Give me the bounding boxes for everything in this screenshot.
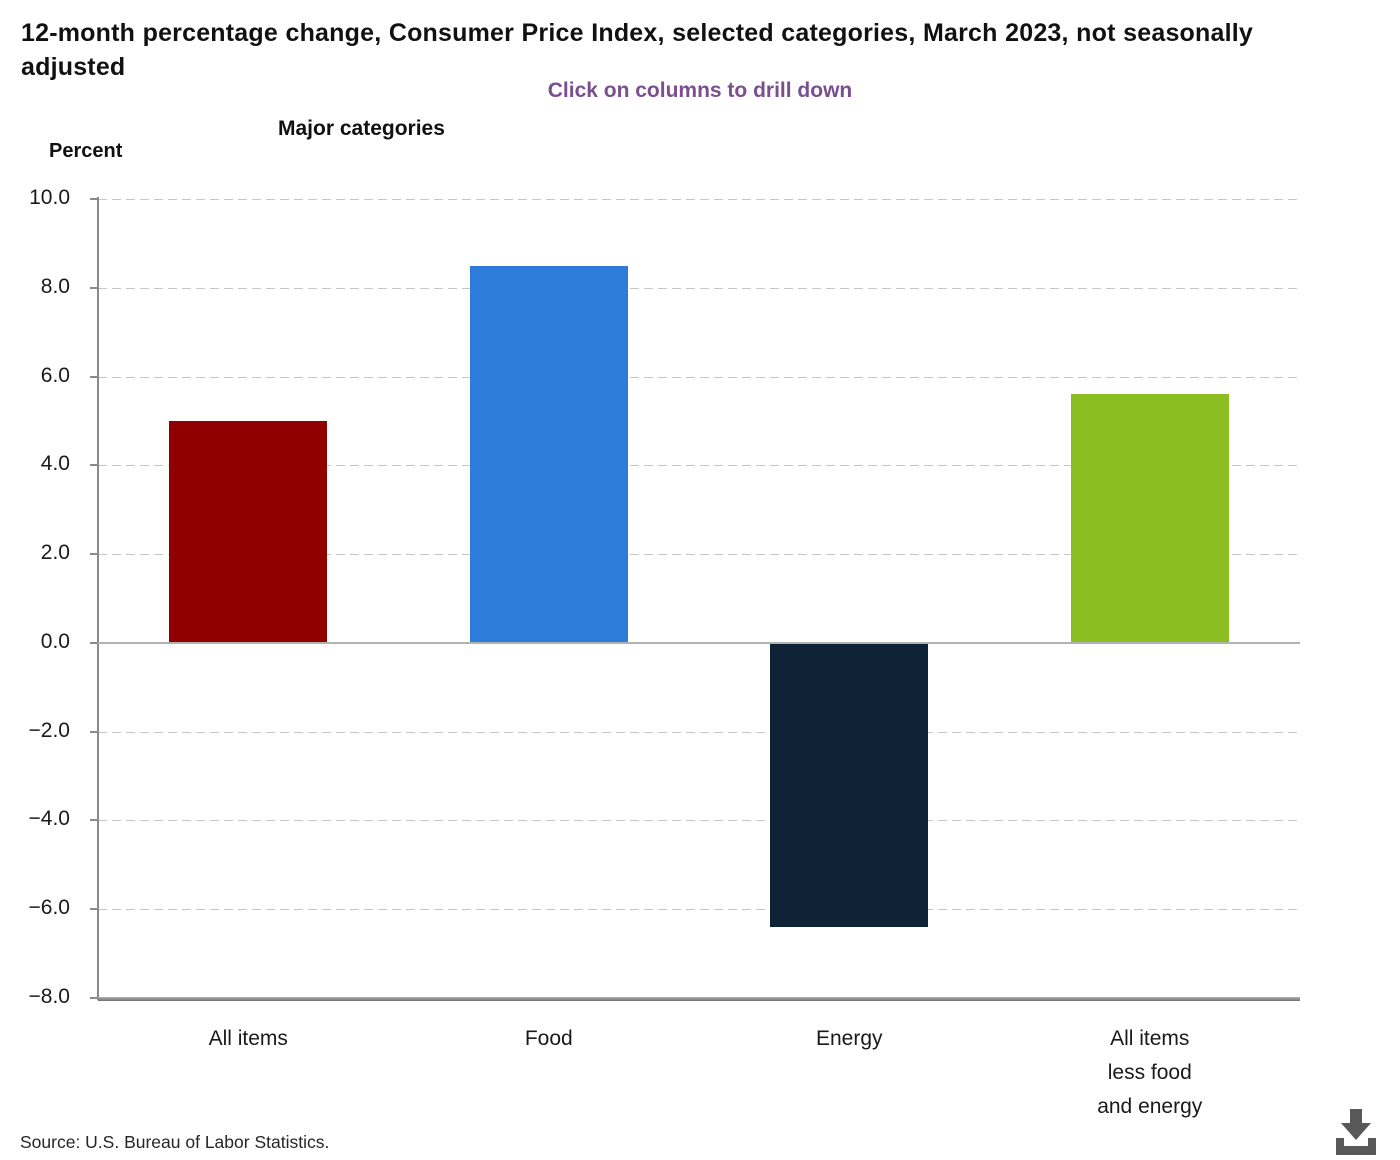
y-axis-tick [90, 375, 99, 378]
y-axis-tick-label: 10.0 [29, 186, 70, 209]
download-chart-button[interactable] [1334, 1107, 1380, 1157]
x-axis-label: All items [88, 1022, 408, 1056]
y-axis-tick [90, 641, 99, 644]
drilldown-hint: Click on columns to drill down [547, 79, 853, 102]
y-axis-tick-label: 6.0 [40, 363, 70, 387]
y-axis-tick-label: −4.0 [28, 807, 70, 831]
gridline [98, 376, 1300, 378]
download-icon [1334, 1109, 1380, 1160]
gridline [98, 465, 1300, 467]
y-axis-tick-label: −6.0 [28, 896, 70, 920]
chart-title: 12-month percentage change, Consumer Pri… [21, 19, 1253, 81]
y-axis-tick-label: 4.0 [40, 452, 70, 476]
bar-food[interactable] [469, 265, 628, 643]
x-axis-line [98, 997, 1300, 1001]
gridline [98, 554, 1300, 556]
y-axis-tick-label: 8.0 [40, 274, 70, 298]
x-axis-label-line: Energy [815, 1027, 883, 1050]
bar-energy[interactable] [770, 642, 929, 927]
y-axis-tick [90, 908, 99, 911]
bar-all-items[interactable] [169, 420, 328, 643]
source-note: Source: U.S. Bureau of Labor Statistics. [20, 1132, 330, 1152]
y-axis-tick-label: 0.0 [40, 629, 70, 653]
x-axis-label-line: less food [1107, 1061, 1192, 1084]
x-axis-label-line: All items [1110, 1027, 1190, 1050]
x-axis-label-line: and energy [1097, 1095, 1203, 1118]
x-axis-label-line: Food [524, 1027, 573, 1050]
x-axis-label: All items less food and energy [990, 1022, 1310, 1124]
y-axis-tick-label: 2.0 [40, 541, 70, 565]
bar-all-items[interactable] [1070, 394, 1229, 643]
y-axis-tick-label: −2.0 [28, 718, 70, 742]
gridline [98, 287, 1300, 289]
y-axis-tick [90, 286, 99, 289]
y-axis-line [97, 197, 99, 1000]
y-axis-tick [90, 819, 99, 822]
x-axis-label: Energy [689, 1022, 1009, 1056]
x-axis-label-line: All items [208, 1027, 288, 1050]
y-axis-tick [90, 464, 99, 467]
y-axis-tick [90, 553, 99, 556]
y-axis-tick-label: −8.0 [28, 985, 70, 1008]
y-axis-title: Percent [49, 140, 123, 162]
gridline [98, 820, 1300, 822]
zero-baseline [98, 641, 1300, 644]
y-axis-tick [90, 997, 99, 999]
gridline [98, 909, 1300, 911]
y-axis-tick [90, 198, 99, 200]
category-group-label: Major categories [278, 117, 445, 140]
y-axis-tick [90, 730, 99, 733]
x-axis-label: Food [389, 1022, 709, 1056]
gridline [98, 199, 1300, 200]
gridline [98, 731, 1300, 733]
